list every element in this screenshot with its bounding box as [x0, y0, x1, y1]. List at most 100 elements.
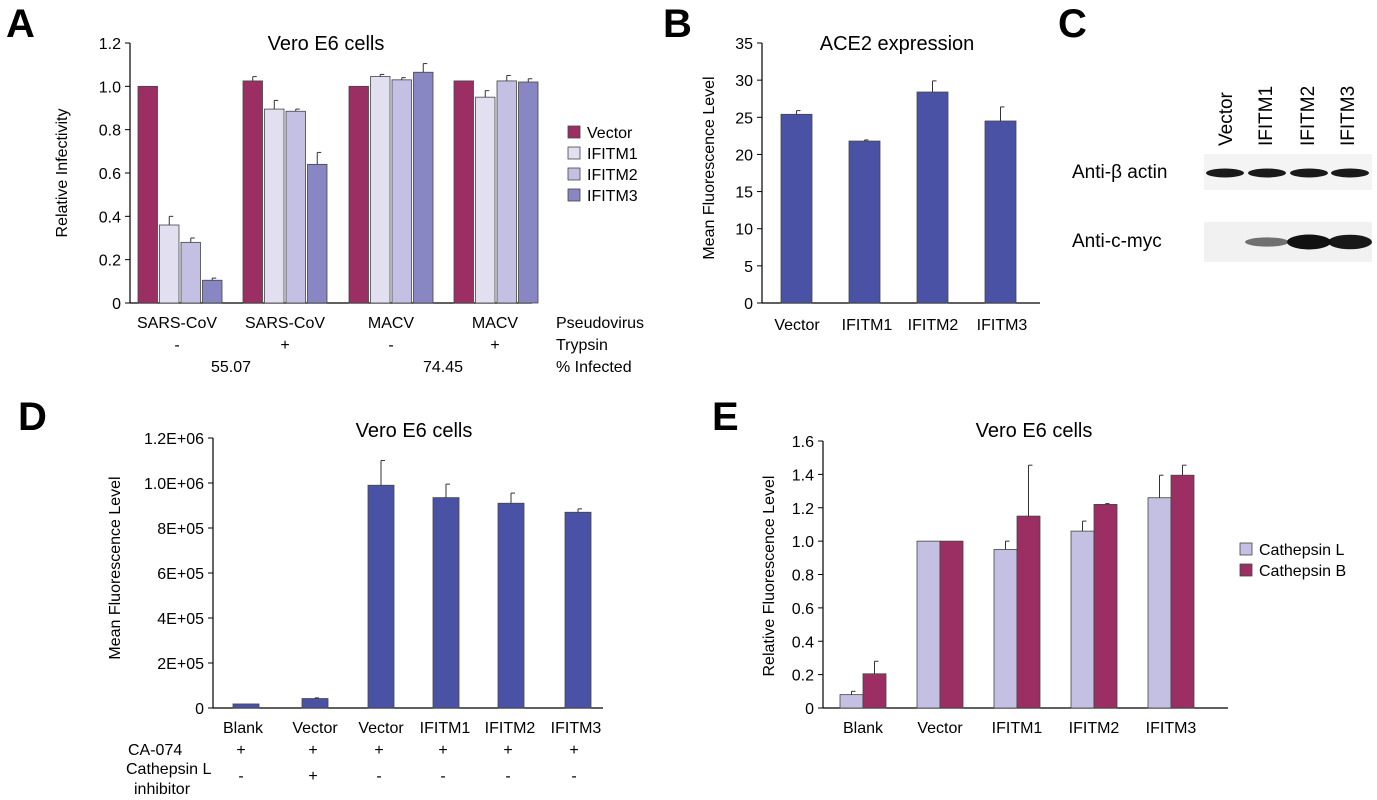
chart-e-ytick-label: 1.6 — [792, 434, 814, 451]
blot-myc-band — [1245, 237, 1289, 247]
chart-e-ytick-label: 1.0 — [792, 534, 814, 551]
chart-b-ytick-label: 0 — [744, 296, 753, 313]
chart-d-category-label: Vector — [292, 720, 338, 737]
chart-e-ytick-label: 0 — [805, 701, 814, 718]
chart-e-legend-swatch — [1239, 563, 1253, 577]
chart-a-legend-swatch — [567, 146, 581, 160]
chart-d-ca074-sign: + — [374, 742, 383, 759]
chart-b-category-label: IFITM1 — [842, 317, 893, 334]
chart-e-ytick-label: 0.4 — [792, 634, 814, 651]
chart-b-ytick-label: 30 — [735, 73, 753, 90]
panel-letter-c: C — [1058, 2, 1087, 46]
chart-e-category-label: IFITM3 — [1146, 720, 1197, 737]
chart-b-ylabel: Mean Fluorescence Level — [701, 76, 718, 259]
chart-a-bar — [137, 85, 158, 304]
blot-actin-band — [1290, 168, 1328, 178]
chart-a-ytick-label: 0.6 — [99, 166, 121, 183]
chart-e-bar — [862, 673, 887, 709]
chart-d-inhibitor-sign: + — [308, 768, 317, 785]
chart-d-ytick-label: 1.2E+06 — [144, 431, 204, 448]
chart-e-ytick-label: 0.2 — [792, 668, 814, 685]
chart-d-bar — [301, 698, 329, 709]
blot-myc-band — [1287, 234, 1331, 250]
chart-a-category-label: MACV — [368, 315, 415, 332]
blot-actin-band — [1206, 168, 1244, 178]
chart-a-bar — [285, 110, 306, 304]
chart-d-bar — [497, 502, 525, 709]
chart-d-bar — [367, 484, 395, 709]
chart-d-inhibitor-sign: - — [571, 768, 576, 785]
chart-d-category-label: Vector — [358, 720, 404, 737]
chart-b-ytick-label: 5 — [744, 259, 753, 276]
chart-a-ytick-label: 0 — [112, 296, 121, 313]
chart-d-ytick-label: 2E+05 — [157, 656, 204, 673]
chart-b-category-label: IFITM3 — [977, 317, 1028, 334]
chart-a-row-label: Trypsin — [556, 337, 608, 354]
chart-b-ytick-label: 10 — [735, 222, 753, 239]
chart-e-bar — [1093, 504, 1118, 709]
chart-a-legend-label: Vector — [587, 125, 633, 142]
blot-row-label: Anti-β actin — [1072, 162, 1167, 183]
chart-a-infected-value: 55.07 — [211, 359, 251, 376]
chart-a-bar — [348, 85, 369, 304]
chart-a-legend-swatch — [567, 188, 581, 202]
chart-a-bar — [391, 79, 412, 304]
chart-e-ylabel: Relative Fluorescence Level — [761, 476, 778, 677]
blot-lane-label: IFITM3 — [1338, 86, 1359, 146]
chart-b-ytick-label: 35 — [735, 36, 753, 53]
chart-a-bar — [242, 80, 263, 304]
chart-b-ytick-label: 20 — [735, 147, 753, 164]
chart-b-ytick-label: 25 — [735, 110, 753, 127]
chart-d-ca074-sign: + — [308, 742, 317, 759]
chart-a-bar — [264, 108, 285, 304]
chart-e-category-label: IFITM2 — [1069, 720, 1120, 737]
chart-a-bar — [370, 76, 391, 304]
chart-a-category-label: MACV — [472, 315, 519, 332]
chart-d-bar — [564, 511, 592, 709]
chart-e-legend-label: Cathepsin L — [1259, 542, 1344, 559]
chart-d-ytick-label: 8E+05 — [157, 521, 204, 538]
chart-d-ytick-label: 1.0E+06 — [144, 476, 204, 493]
chart-a-category-label: SARS-CoV — [245, 315, 325, 332]
chart-a: 0 0.2 0.4 0.6 0.8 1.0 1.2 SARS-CoV SARS-CoV MACV M… — [99, 36, 644, 376]
chart-b-ytick-label: 15 — [735, 185, 753, 202]
chart-d-bar — [232, 703, 260, 709]
chart-d-row-label: inhibitor — [134, 781, 191, 798]
chart-b-bar — [848, 140, 881, 304]
chart-a-legend-swatch — [567, 167, 581, 181]
chart-e-ytick-label: 1.2 — [792, 501, 814, 518]
blot-lane-label: IFITM2 — [1298, 86, 1319, 146]
chart-d-inhibitor-sign: - — [238, 768, 243, 785]
chart-a-ytick-label: 1.0 — [99, 79, 121, 96]
western-blot-c: Vector IFITM1 IFITM2 IFITM3 Anti-β actin Anti… — [1072, 86, 1372, 262]
panel-letter-d: D — [18, 395, 47, 439]
chart-a-ytick-label: 0.4 — [99, 209, 121, 226]
chart-a-trypsin-sign: + — [280, 337, 289, 354]
chart-e-bar — [1070, 530, 1095, 709]
panel-letter-a: A — [6, 2, 35, 46]
blot-myc-band — [1328, 234, 1372, 250]
chart-a-bar — [475, 96, 496, 304]
chart-a-bar — [518, 81, 539, 304]
chart-d-ca074-sign: + — [569, 742, 578, 759]
chart-a-bar — [453, 80, 474, 304]
chart-d-ytick-label: 4E+05 — [157, 611, 204, 628]
blot-actin-band — [1248, 168, 1286, 178]
chart-a-trypsin-sign: - — [174, 337, 179, 354]
panel-letter-e: E — [712, 395, 739, 439]
chart-d-category-label: IFITM1 — [420, 720, 471, 737]
chart-a-ylabel: Relative Infectivity — [54, 109, 71, 238]
chart-a-ytick-label: 0.8 — [99, 123, 121, 140]
chart-b-category-label: Vector — [774, 317, 820, 334]
chart-a-trypsin-sign: - — [388, 337, 393, 354]
blot-lane-label: Vector — [1216, 91, 1237, 146]
chart-b-bar — [984, 120, 1017, 304]
chart-b-title: ACE2 expression — [820, 33, 975, 55]
chart-a-bar — [180, 241, 201, 304]
chart-a-bar — [202, 279, 223, 304]
chart-a-legend-swatch — [567, 125, 581, 139]
chart-d-ytick-label: 6E+05 — [157, 566, 204, 583]
chart-a-legend-label: IFITM1 — [587, 146, 638, 163]
blot-lane-label: IFITM1 — [1256, 86, 1277, 146]
chart-a-infected-value: 74.45 — [423, 359, 463, 376]
